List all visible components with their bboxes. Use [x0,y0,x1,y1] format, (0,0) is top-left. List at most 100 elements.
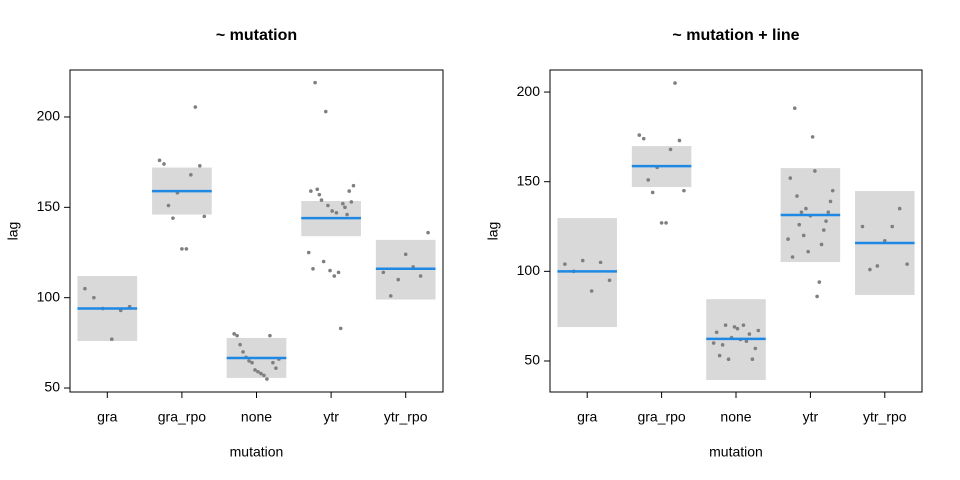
data-point [349,200,354,204]
data-point [388,294,393,298]
data-point [241,350,245,354]
data-point [345,212,349,217]
data-point [821,228,826,232]
data-point [250,360,254,365]
data-point [157,158,162,163]
x-axis-label: mutation [709,444,763,460]
data-point [806,249,810,254]
data-point [92,295,96,300]
x-tick-label: gra_rpo [637,409,685,425]
data-point [330,209,334,213]
data-point [202,214,207,219]
data-point [826,210,831,214]
data-point [792,106,797,110]
data-point [650,190,655,195]
data-point [646,178,651,182]
data-point [664,221,668,225]
data-point [828,199,833,204]
data-point [720,343,725,347]
data-point [198,163,202,168]
data-point [756,328,761,333]
x-tick-label: none [241,409,272,425]
data-point [193,105,198,109]
data-point [813,169,817,173]
data-point [673,81,677,85]
confidence-band [557,218,617,328]
data-point [607,278,612,283]
data-point [750,357,755,361]
data-point [268,333,272,338]
data-point [677,138,682,143]
data-point [753,346,758,351]
data-point [810,135,815,139]
data-point [580,258,585,263]
data-point [637,133,642,137]
data-point [313,80,317,85]
data-point [319,198,324,202]
data-point [326,203,330,208]
y-tick-label: 100 [517,262,541,278]
y-tick-label: 200 [37,108,61,124]
data-point [321,259,326,264]
data-point [723,323,728,327]
x-axis-label: mutation [230,444,284,460]
chart-title: ~ mutation [216,27,297,44]
data-point [184,247,189,251]
data-point [860,224,865,229]
data-point [726,357,731,361]
data-point [306,250,311,255]
data-point [341,201,345,206]
data-point [801,233,806,238]
data-point [788,176,793,180]
data-point [815,294,819,299]
data-point [235,333,239,338]
plot-frame [549,69,923,393]
x-tick-label: gra_rpo [158,409,206,425]
data-point [338,326,343,331]
data-point [741,323,746,327]
data-point [180,247,184,251]
data-point [343,205,347,210]
data-point [259,371,263,376]
data-point [824,219,828,223]
x-tick-label: ytr [323,409,339,425]
y-axis-label: lag [5,222,21,241]
data-point [659,221,664,225]
data-point [668,147,673,152]
data-point [641,136,646,141]
y-tick-label: 50 [44,379,60,395]
data-point [717,353,722,358]
data-point [396,277,401,282]
y-tick-label: 150 [37,198,61,214]
x-tick-label: none [720,409,751,425]
data-point [347,189,352,193]
data-point [797,222,802,227]
data-point [253,368,257,372]
chart-title: ~ mutation + line [672,27,799,44]
data-point [403,252,408,257]
y-tick-label: 150 [517,172,541,188]
data-point [426,230,430,235]
data-point [714,330,719,335]
data-point [563,262,567,266]
data-point [868,267,872,272]
y-tick-label: 50 [524,352,540,368]
data-point [786,237,790,241]
data-point [171,216,175,220]
x-tick-label: gra [97,409,117,425]
data-point [351,183,356,188]
data-point [744,339,749,344]
data-point [274,366,278,370]
data-point [189,173,193,177]
data-point [232,332,236,336]
data-point [336,270,341,275]
data-point [162,162,166,166]
data-point [598,260,603,265]
data-point [817,280,822,284]
data-point [271,360,275,365]
data-point [819,242,824,247]
data-point [317,192,322,197]
data-point [732,325,737,329]
data-point [890,224,895,229]
data-point [897,206,902,211]
